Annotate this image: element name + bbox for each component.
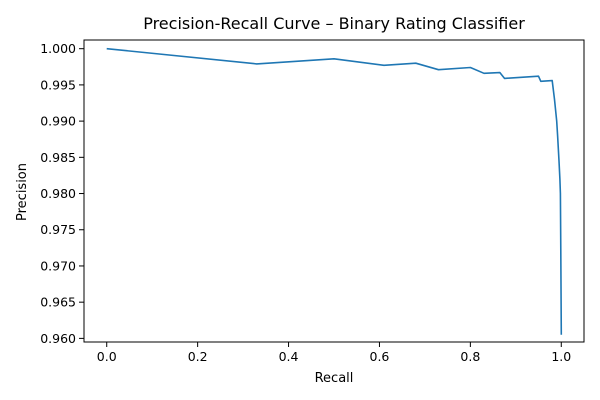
chart-title: Precision-Recall Curve – Binary Rating C… — [143, 14, 525, 33]
y-tick-label: 0.960 — [40, 331, 76, 346]
x-axis-label: Recall — [315, 371, 354, 386]
y-tick-label: 0.985 — [40, 150, 76, 165]
x-tick-label: 1.0 — [551, 349, 571, 364]
axes-frame — [83, 39, 585, 343]
y-tick-label: 1.000 — [40, 41, 76, 56]
y-tick-label: 0.995 — [40, 77, 76, 92]
series-layer — [106, 47, 563, 335]
pr-curve-line — [106, 47, 563, 335]
y-axis-label: Precision — [15, 163, 30, 221]
x-tick-label: 0.6 — [370, 349, 390, 364]
x-tick-label: 0.4 — [279, 349, 299, 364]
y-axis-ticks: 0.960 0.965 0.970 0.975 0.980 0.985 0.990 0.995… — [40, 41, 84, 346]
x-axis-ticks: 0.0 0.2 0.4 0.6 0.8 1.0 — [97, 342, 571, 364]
x-tick-label: 0.8 — [460, 349, 480, 364]
x-tick-label: 0.0 — [97, 349, 117, 364]
y-tick-label: 0.980 — [40, 186, 76, 201]
y-tick-label: 0.965 — [40, 295, 76, 310]
x-tick-label: 0.2 — [188, 349, 208, 364]
y-tick-label: 0.970 — [40, 258, 76, 273]
y-tick-label: 0.990 — [40, 114, 76, 129]
y-tick-label: 0.975 — [40, 222, 76, 237]
